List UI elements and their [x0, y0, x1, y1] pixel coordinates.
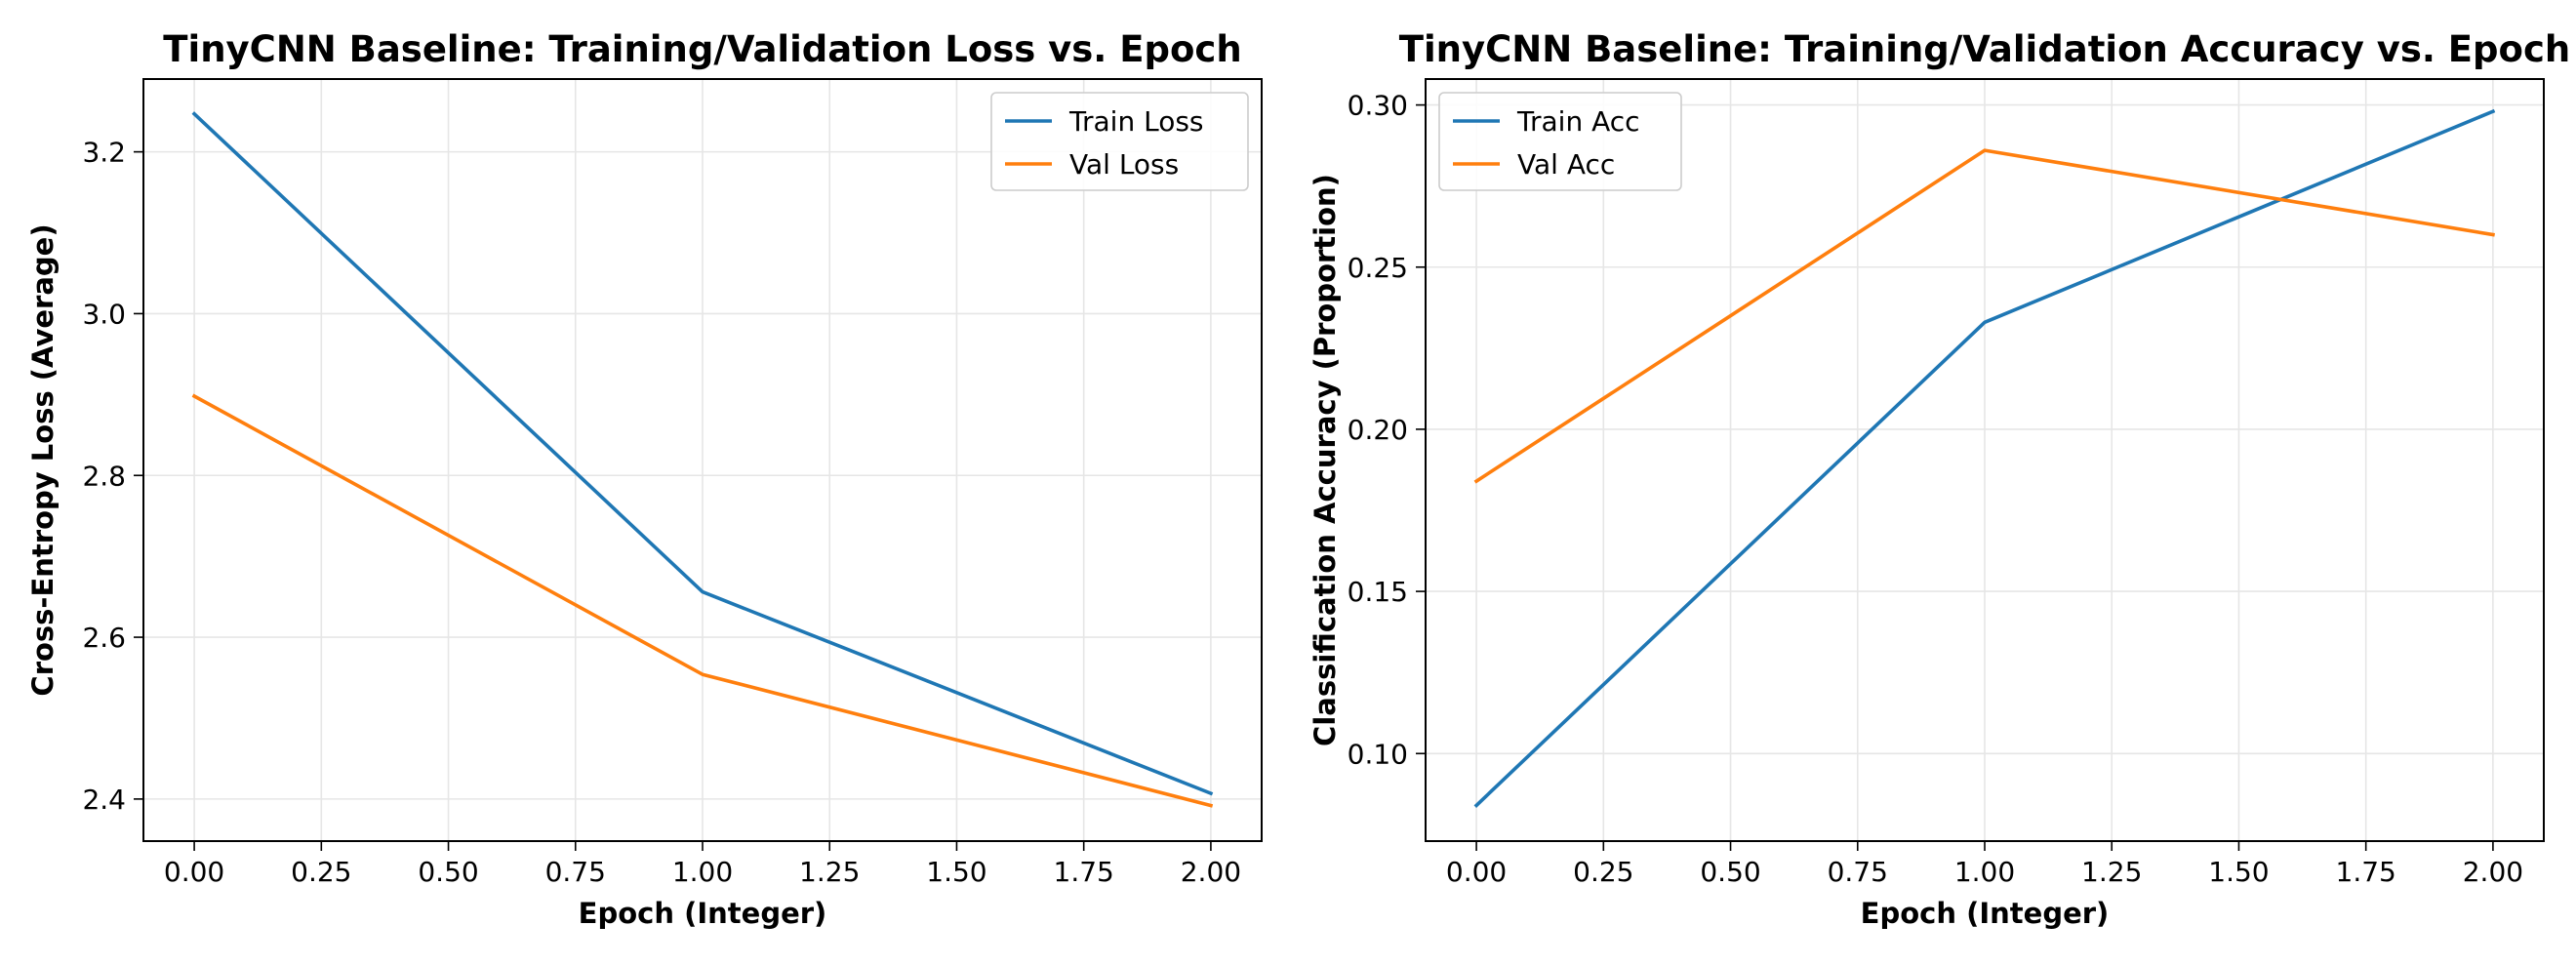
legend-box [1438, 92, 1682, 191]
legend-label: Train Loss [1068, 105, 1204, 138]
axes-frame [142, 78, 1263, 842]
axes-frame [1425, 78, 2545, 842]
x-tick-label: 0.25 [1573, 856, 1633, 888]
y-tick-label: 0.30 [1348, 90, 1408, 122]
y-tick-label: 0.20 [1348, 414, 1408, 446]
x-tick-label: 1.00 [1954, 856, 2015, 888]
x-tick-label: 0.75 [545, 856, 606, 888]
x-tick-label: 0.25 [291, 856, 351, 888]
x-tick-label: 1.00 [672, 856, 733, 888]
x-axis-label: Epoch (Integer) [579, 897, 827, 930]
x-tick-label: 0.75 [1828, 856, 1888, 888]
y-tick-label: 2.6 [82, 622, 126, 654]
y-tick-label: 0.15 [1348, 576, 1408, 608]
legend-label: Train Acc [1516, 105, 1640, 138]
legend-label: Val Loss [1069, 148, 1179, 181]
series-line-train-acc [1473, 108, 2496, 808]
series-line-train-loss [191, 111, 1214, 796]
x-tick-label: 1.50 [926, 856, 986, 888]
y-tick-label: 2.8 [82, 460, 126, 492]
y-tick-label: 0.10 [1348, 738, 1408, 770]
series-line-val-acc [1473, 148, 2495, 484]
x-tick-label: 0.00 [164, 856, 224, 888]
legend: Train Acc Val Acc [1438, 92, 1682, 191]
y-tick-label: 2.4 [82, 784, 126, 816]
y-tick-label: 3.0 [82, 298, 126, 330]
legend-box [990, 92, 1249, 191]
x-tick-label: 1.50 [2208, 856, 2269, 888]
x-tick-label: 1.25 [799, 856, 860, 888]
x-tick-label: 2.00 [2463, 856, 2523, 888]
y-tick-label: 3.2 [82, 137, 126, 169]
chart-title: TinyCNN Baseline: Training/Validation Lo… [163, 28, 1241, 70]
chart-panel-1: 0.00 0.25 0.50 0.75 1.00 1.25 1.50 1.75 2.00 2.4 2… [26, 28, 1263, 930]
x-axis-label: Epoch (Integer) [1861, 897, 2110, 930]
x-tick-label: 1.25 [2081, 856, 2142, 888]
x-tick-label: 0.50 [418, 856, 478, 888]
chart-panel-2: 0.00 0.25 0.50 0.75 1.00 1.25 1.50 1.75 2.00 0.10… [1308, 28, 2570, 930]
legend: Train Loss Val Loss [990, 92, 1249, 191]
legend-label: Val Acc [1517, 148, 1615, 181]
x-tick-label: 1.75 [1054, 856, 1114, 888]
x-tick-label: 1.75 [2336, 856, 2396, 888]
x-tick-label: 2.00 [1181, 856, 1241, 888]
y-axis-label: Cross-Entropy Loss (Average) [26, 223, 60, 696]
x-tick-label: 0.50 [1700, 856, 1760, 888]
x-tick-label: 0.00 [1446, 856, 1507, 888]
y-tick-label: 0.25 [1348, 252, 1408, 284]
chart-title: TinyCNN Baseline: Training/Validation Ac… [1399, 28, 2570, 70]
series-line-val-loss [191, 393, 1214, 808]
y-axis-label: Classification Accuracy (Proportion) [1308, 174, 1342, 746]
